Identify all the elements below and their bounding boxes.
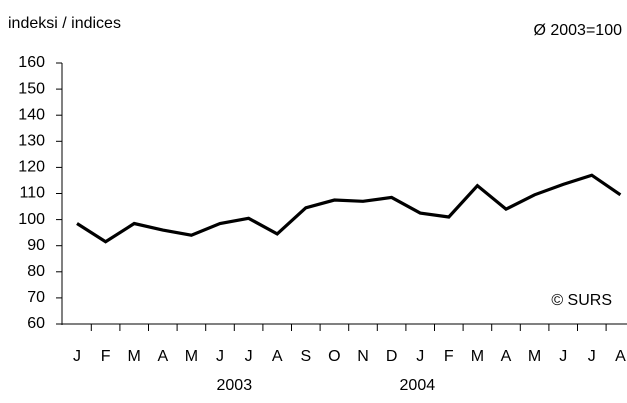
base-note: Ø 2003=100 (533, 22, 622, 39)
y-axis-label: indeksi / indices (8, 15, 121, 32)
y-tick-label: 80 (27, 263, 45, 280)
x-tick-label: J (559, 348, 567, 365)
y-tick-label: 60 (27, 315, 45, 332)
x-group-label: 2004 (400, 377, 436, 394)
x-tick-label: J (216, 348, 224, 365)
data-line (76, 173, 622, 244)
x-tick-label: D (386, 348, 398, 365)
x-tick-label: M (471, 348, 484, 365)
x-tick-label: A (615, 348, 626, 365)
x-tick-label: J (416, 348, 424, 365)
x-tick-label: J (73, 348, 81, 365)
x-group-label: 2003 (217, 377, 253, 394)
x-tick-label: A (157, 348, 168, 365)
source-note: © SURS (551, 292, 612, 309)
x-tick-label: N (357, 348, 369, 365)
x-tick-label: A (272, 348, 283, 365)
x-tick-label: S (300, 348, 311, 365)
y-tick-label: 130 (18, 133, 45, 150)
y-tick-label: 160 (18, 54, 45, 71)
x-tick-label: A (501, 348, 512, 365)
x-tick-label: J (245, 348, 253, 365)
x-tick-label: M (185, 348, 198, 365)
x-tick-label: M (128, 348, 141, 365)
x-tick-label: J (588, 348, 596, 365)
x-tick-label: M (528, 348, 541, 365)
y-tick-label: 140 (18, 106, 45, 123)
y-tick-label: 110 (19, 185, 45, 202)
y-tick-label: 90 (27, 237, 45, 254)
x-tick-label: O (328, 348, 340, 365)
y-tick-label: 70 (27, 289, 45, 306)
x-tick-label: F (444, 348, 454, 365)
y-tick-label: 150 (18, 80, 45, 97)
y-tick-label: 120 (18, 159, 45, 176)
x-tick-label: F (101, 348, 111, 365)
y-tick-label: 100 (18, 211, 45, 228)
